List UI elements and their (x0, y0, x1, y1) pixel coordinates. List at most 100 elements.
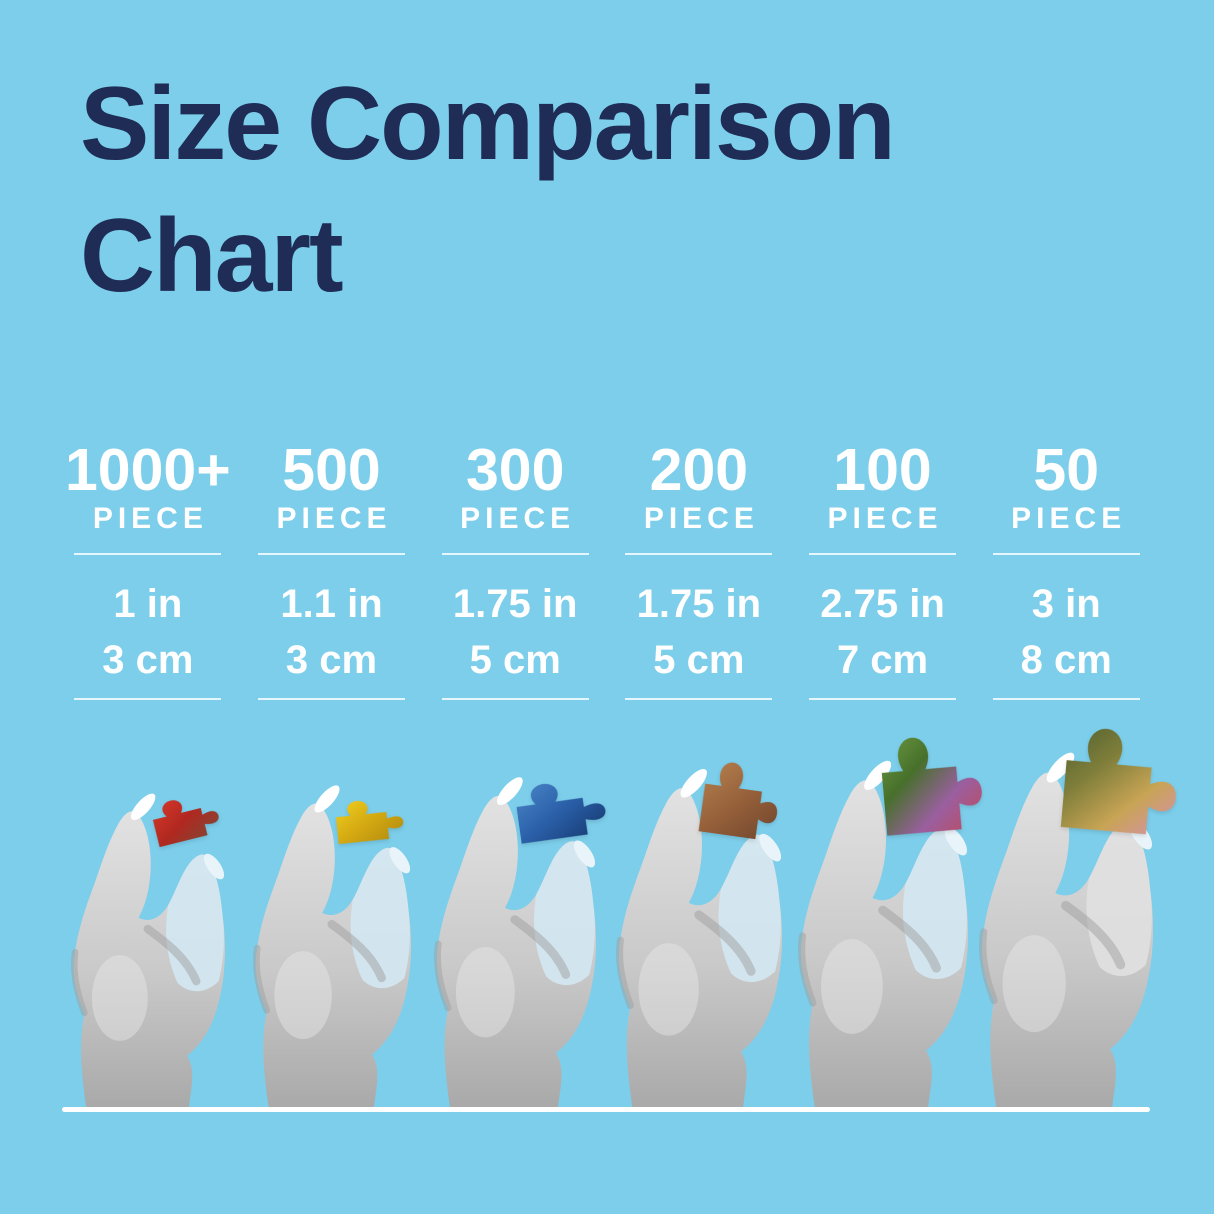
palm-edge-shading (252, 944, 270, 1014)
hand-with-piece (56, 736, 240, 1108)
size-column: 200 PIECE 1.75 in 5 cm (607, 441, 791, 700)
size-inches: 1.75 in (636, 582, 762, 626)
pinching-hand-graphic (797, 760, 968, 1108)
palm-highlight (273, 951, 332, 1040)
size-centimeters: 7 cm (836, 638, 929, 682)
piece-count-unit: PIECE (643, 502, 759, 535)
page-title: Size Comparison Chart (80, 58, 896, 322)
knuckle-shading (694, 910, 756, 976)
divider-line-top (992, 553, 1140, 555)
index-fingernail-icon (680, 769, 707, 798)
divider-line-bottom (258, 698, 405, 700)
palm-highlight (456, 947, 515, 1038)
divider-line-bottom (74, 698, 222, 700)
palm-edge-shading (797, 932, 816, 1007)
piece-count: 500 (282, 437, 381, 503)
puzzle-piece-shape (516, 783, 606, 844)
pinching-hand-graphic (434, 777, 597, 1108)
thumb (350, 847, 410, 989)
pinching-hand-graphic (979, 752, 1154, 1108)
palm-edge-shading (70, 949, 88, 1017)
pinching-hand-graphic (252, 785, 411, 1108)
size-centimeters: 5 cm (653, 638, 745, 682)
hand-with-piece (423, 736, 607, 1108)
thumb (902, 828, 967, 980)
size-centimeters: 3 cm (285, 638, 378, 682)
hand-with-piece (240, 736, 424, 1108)
divider-line-top (809, 553, 956, 555)
piece-count-unit: PIECE (92, 502, 208, 535)
knuckle-shading (327, 919, 386, 983)
hand-with-piece (607, 736, 791, 1108)
thumb-fingernail-icon (388, 847, 410, 874)
hand-with-piece (791, 736, 982, 1108)
size-inches: 2.75 in (820, 582, 945, 626)
size-column: 50 PIECE 3 in 8 cm (974, 441, 1158, 700)
pinching-hand-graphic (70, 793, 225, 1108)
knuckle-shading (877, 905, 941, 973)
size-column: 1000+ PIECE 1 in 3 cm (56, 441, 240, 700)
piece-count-unit: PIECE (460, 502, 576, 535)
knuckle-shading (510, 915, 571, 979)
title-line-1: Size Comparison (80, 66, 896, 182)
size-centimeters: 3 cm (102, 638, 194, 682)
golden-yellow-piece (336, 801, 404, 845)
thumb-fingernail-icon (759, 833, 781, 862)
index-fingernail-icon (863, 760, 891, 790)
knuckle-shading (1061, 900, 1126, 970)
piece-count-unit: PIECE (276, 502, 392, 535)
size-centimeters: 8 cm (1020, 638, 1112, 682)
palm-edge-shading (979, 928, 998, 1005)
size-inches: 1.75 in (452, 582, 578, 626)
thumb-fingernail-icon (203, 853, 224, 880)
puzzle-piece-shape (1060, 728, 1176, 835)
palm-edge-shading (434, 940, 452, 1012)
size-column: 100 PIECE 2.75 in 7 cm (791, 441, 975, 700)
copper-speckled-piece (698, 762, 777, 840)
thumb (1086, 821, 1153, 976)
thumb-fingernail-icon (574, 840, 596, 868)
piece-count-unit: PIECE (1011, 502, 1127, 535)
index-fingernail-icon (130, 793, 156, 821)
palm-highlight (1002, 935, 1066, 1033)
hand-with-piece (974, 728, 1176, 1108)
thumb (165, 854, 224, 992)
piece-count: 1000+ (64, 437, 231, 503)
piece-count: 100 (833, 437, 932, 503)
knuckle-shading (143, 924, 201, 986)
size-inches: 3 in (1031, 582, 1101, 626)
divider-line-top (441, 553, 589, 555)
puzzle-piece-shape (152, 800, 219, 848)
puzzle-piece-shape (698, 762, 777, 840)
divider-line-bottom (809, 698, 956, 700)
index-fingernail-icon (313, 785, 340, 813)
piece-count: 300 (465, 437, 565, 503)
puzzle-piece-shape (881, 737, 982, 836)
divider-line-bottom (625, 698, 773, 700)
divider-line-top (258, 553, 405, 555)
divider-line-top (625, 553, 773, 555)
palm-edge-shading (615, 936, 634, 1009)
hands-row (56, 728, 1176, 1108)
divider-line-bottom (441, 698, 589, 700)
piece-count: 200 (649, 437, 749, 503)
red-knit-pattern-piece (152, 800, 219, 848)
divider-line-bottom (992, 698, 1140, 700)
title-line-2: Chart (80, 198, 344, 314)
size-inches: 1.1 in (280, 582, 383, 626)
piece-count: 50 (1033, 437, 1100, 503)
size-column: 500 PIECE 1.1 in 3 cm (240, 441, 424, 700)
thumb-fingernail-icon (944, 827, 967, 856)
size-inches: 1 in (113, 582, 183, 626)
palm-highlight (91, 955, 148, 1041)
puzzle-piece-shape (336, 801, 404, 845)
thumb (718, 834, 781, 983)
thumb (534, 841, 596, 986)
index-fingernail-icon (497, 777, 523, 806)
pinching-hand-graphic (615, 769, 782, 1108)
blue-brushstroke-piece (516, 783, 606, 844)
size-centimeters: 5 cm (469, 638, 561, 682)
divider-line-top (74, 553, 222, 555)
piece-count-unit: PIECE (827, 502, 943, 535)
